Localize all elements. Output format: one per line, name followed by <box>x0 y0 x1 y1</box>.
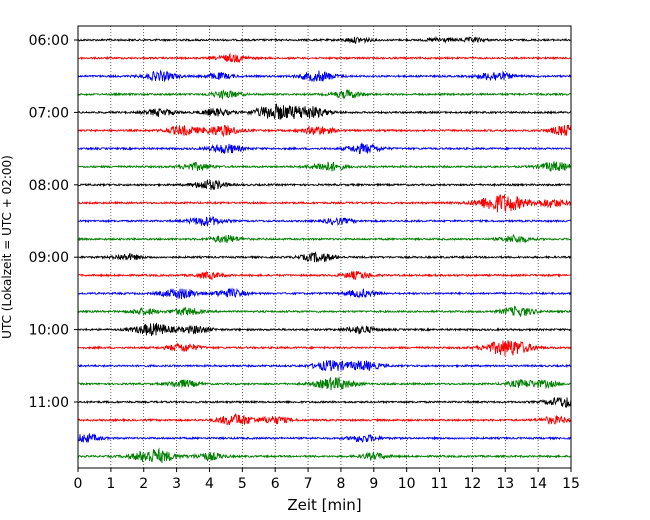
trace-1030 <box>77 359 572 372</box>
trace-0730 <box>77 142 572 154</box>
x-axis-ticks: 0 1 2 3 4 5 6 7 8 9 10 11 12 13 14 15 <box>74 468 580 492</box>
trace-0630 <box>77 69 572 83</box>
trace-0600 <box>77 35 572 45</box>
x-tick-label-8: 8 <box>336 476 345 492</box>
y-tick-label-5: 11:00 <box>29 395 69 411</box>
y-axis-label: UTC (Lokalzeit = UTC + 02:00) <box>0 155 14 339</box>
x-tick-label-1: 1 <box>106 476 115 492</box>
y-tick-label-0: 06:00 <box>29 33 69 49</box>
trace-1015 <box>77 340 572 356</box>
trace-1115 <box>77 413 572 426</box>
seismic-traces <box>77 35 572 463</box>
x-tick-label-13: 13 <box>496 476 514 492</box>
x-tick-label-0: 0 <box>74 476 83 492</box>
trace-0815 <box>77 194 572 213</box>
trace-0945 <box>77 305 572 317</box>
x-tick-label-7: 7 <box>304 476 313 492</box>
trace-0900 <box>77 251 572 263</box>
x-tick-label-11: 11 <box>431 476 449 492</box>
trace-0645 <box>77 88 572 101</box>
y-axis-ticks: 06:00 07:00 08:00 09:00 10:00 11:00 <box>29 33 78 411</box>
trace-0715 <box>77 124 572 138</box>
x-tick-label-10: 10 <box>398 476 416 492</box>
trace-0930 <box>77 287 572 300</box>
trace-0700 <box>77 103 572 120</box>
x-tick-label-5: 5 <box>238 476 247 492</box>
trace-1130 <box>77 432 572 444</box>
x-tick-label-6: 6 <box>271 476 280 492</box>
x-tick-label-2: 2 <box>139 476 148 492</box>
y-tick-label-4: 10:00 <box>29 323 69 339</box>
x-tick-label-9: 9 <box>369 476 378 492</box>
trace-1145 <box>77 447 572 463</box>
x-tick-label-15: 15 <box>562 476 580 492</box>
trace-0800 <box>77 179 572 191</box>
plot-frame <box>77 25 572 469</box>
trace-0615 <box>77 52 572 64</box>
x-tick-label-4: 4 <box>205 476 214 492</box>
y-tick-label-2: 08:00 <box>29 178 69 194</box>
trace-0845 <box>77 234 572 244</box>
trace-1000 <box>77 322 572 337</box>
y-tick-label-3: 09:00 <box>29 250 69 266</box>
y-tick-label-1: 07:00 <box>29 105 69 121</box>
x-tick-label-3: 3 <box>172 476 181 492</box>
trace-1100 <box>77 397 572 409</box>
x-axis-label: Zeit [min] <box>287 496 361 514</box>
x-tick-label-12: 12 <box>463 476 481 492</box>
trace-0745 <box>77 161 572 172</box>
trace-0915 <box>77 270 572 281</box>
x-tick-label-14: 14 <box>529 476 547 492</box>
trace-1045 <box>77 376 572 391</box>
trace-0830 <box>77 216 572 227</box>
